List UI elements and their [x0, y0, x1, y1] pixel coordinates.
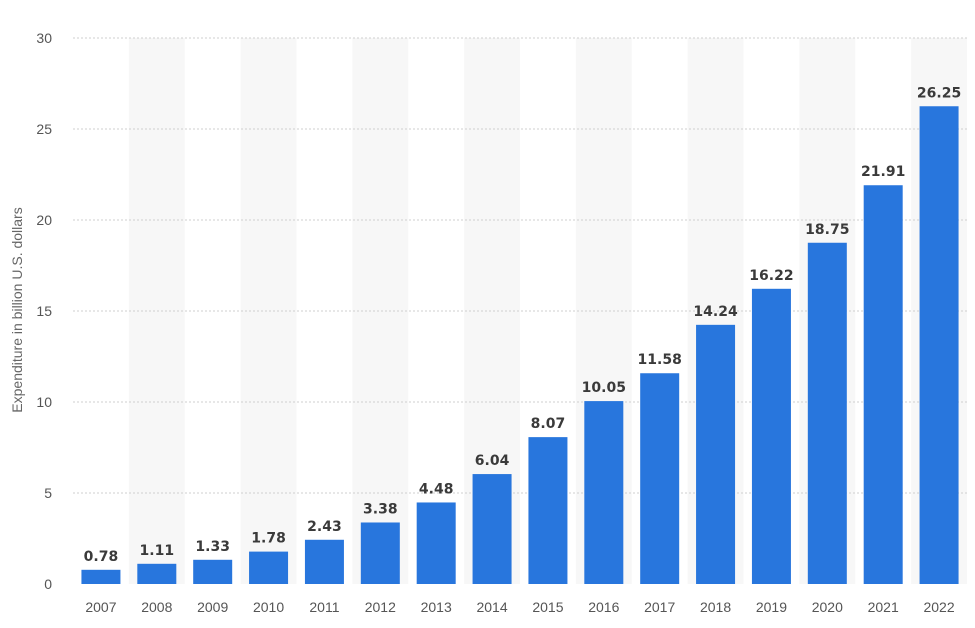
data-label: 1.78: [251, 531, 286, 547]
bar: [137, 563, 177, 584]
x-tick-label: 2021: [868, 599, 899, 615]
x-tick-label: 2008: [141, 599, 172, 615]
value-labels: 0.78 1.11 1.33 1.78 2.43 3.38 4.48 6.04 8.07 10.0…: [84, 85, 962, 565]
bar: [640, 373, 680, 584]
x-axis-ticks: 2007 2008 2009 2010 2011 2012 2013 2014 2015 2016…: [85, 599, 954, 615]
data-label: 18.75: [805, 222, 849, 238]
bar: [863, 185, 903, 584]
data-label: 2.43: [307, 519, 342, 535]
data-label: 11.58: [638, 352, 682, 368]
x-tick-label: 2013: [421, 599, 452, 615]
data-label: 0.78: [84, 549, 119, 565]
x-tick-label: 2015: [532, 599, 563, 615]
data-label: 1.33: [195, 539, 230, 555]
x-tick-label: 2022: [923, 599, 954, 615]
x-tick-label: 2018: [700, 599, 731, 615]
bar: [584, 401, 624, 584]
y-tick-label: 0: [44, 576, 52, 592]
data-label: 21.91: [861, 164, 905, 180]
data-label: 26.25: [917, 85, 961, 101]
bar: [81, 569, 121, 584]
bars: [81, 106, 959, 584]
x-tick-label: 2010: [253, 599, 284, 615]
data-label: 10.05: [582, 380, 626, 396]
x-tick-label: 2019: [756, 599, 787, 615]
data-label: 8.07: [531, 416, 566, 432]
x-tick-label: 2020: [812, 599, 843, 615]
y-tick-label: 15: [36, 303, 52, 319]
bar: [304, 539, 344, 584]
bar: [751, 288, 791, 584]
y-tick-label: 20: [36, 212, 52, 228]
y-axis-label: Expenditure in billion U.S. dollars: [9, 207, 25, 412]
y-tick-label: 30: [36, 30, 52, 46]
data-label: 14.24: [693, 304, 738, 320]
x-tick-label: 2007: [85, 599, 116, 615]
bar: [360, 522, 400, 584]
bar: [696, 324, 736, 584]
x-tick-label: 2017: [644, 599, 675, 615]
bar: [919, 106, 959, 584]
x-tick-label: 2016: [588, 599, 619, 615]
y-tick-label: 25: [36, 121, 52, 137]
x-tick-label: 2009: [197, 599, 228, 615]
bar: [807, 242, 847, 584]
y-axis-ticks: 0 5 10 15 20 25 30: [36, 30, 52, 592]
bar: [528, 437, 568, 584]
x-tick-label: 2011: [309, 599, 339, 615]
data-label: 4.48: [419, 481, 454, 497]
bar: [249, 551, 289, 584]
y-tick-label: 10: [36, 394, 52, 410]
bar: [193, 559, 233, 584]
bar: [472, 474, 512, 584]
data-label: 1.11: [140, 543, 175, 559]
data-label: 3.38: [363, 501, 398, 517]
x-tick-label: 2014: [476, 599, 507, 615]
y-tick-label: 5: [44, 485, 52, 501]
data-label: 6.04: [475, 453, 510, 469]
bar: [416, 502, 456, 584]
data-label: 16.22: [749, 268, 793, 284]
x-tick-label: 2012: [365, 599, 396, 615]
